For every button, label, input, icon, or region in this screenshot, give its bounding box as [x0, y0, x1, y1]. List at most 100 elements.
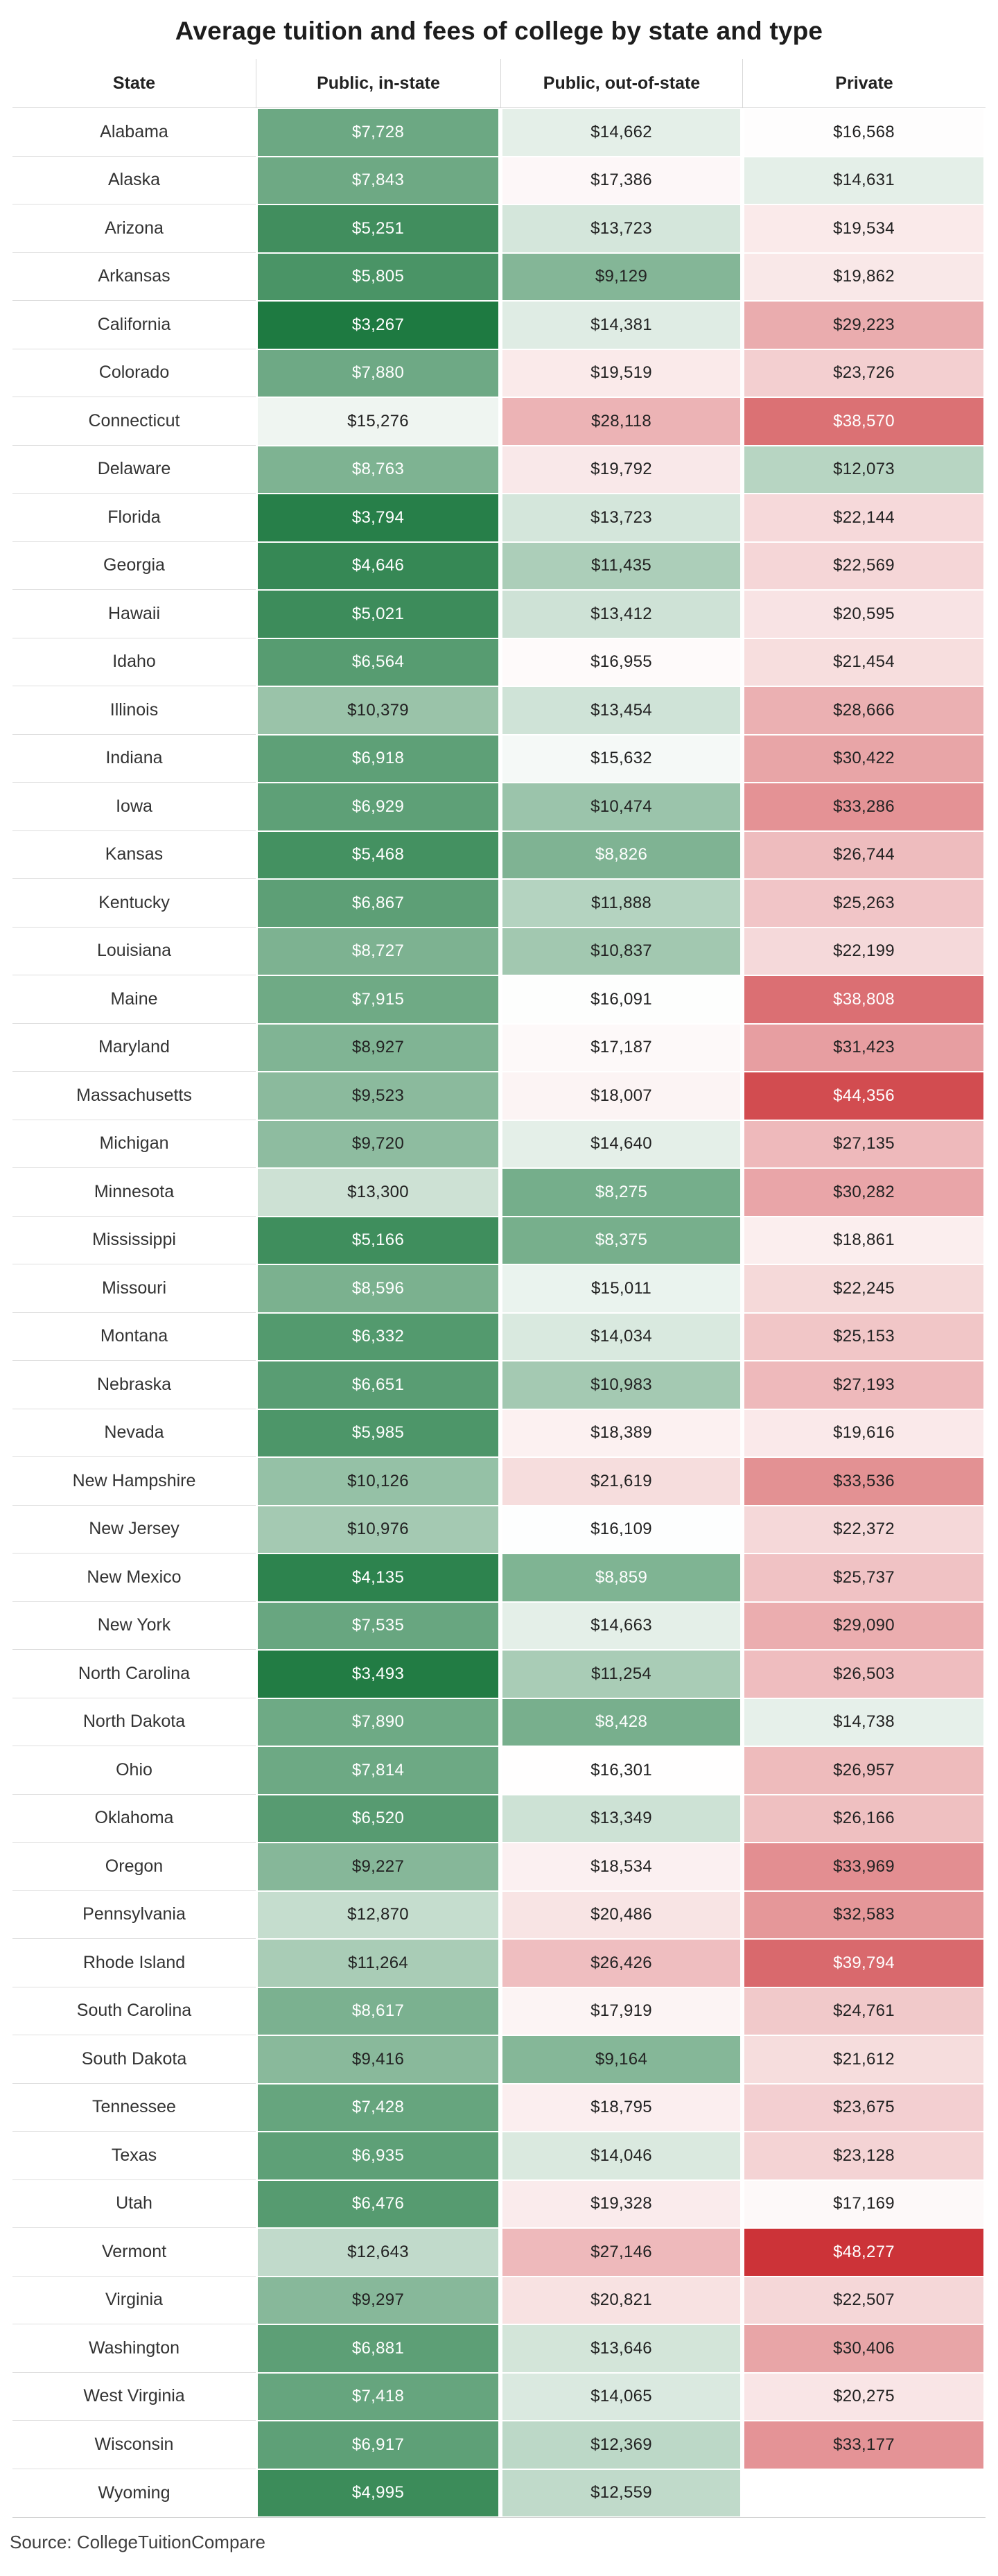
state-cell: Ohio — [12, 1746, 256, 1795]
value-cell: $5,468 — [258, 831, 498, 878]
state-cell: Rhode Island — [12, 1939, 256, 1987]
table-row: New Mexico $4,135 $8,859 $25,737 — [12, 1554, 986, 1602]
state-cell: Wyoming — [98, 2482, 170, 2503]
value-cell: $33,536 — [744, 1458, 983, 1505]
value-cell: $12,559 — [502, 2469, 740, 2516]
value-cell: $12,643 — [258, 2229, 498, 2276]
value-cell: $13,412 — [502, 591, 740, 638]
table-row: Illinois $10,379 $13,454 $28,666 — [12, 686, 986, 735]
table-row: Idaho $6,564 $16,955 $21,454 — [12, 638, 986, 686]
state-cell: New Mexico — [12, 1554, 256, 1602]
value-cell: $3,267 — [258, 302, 498, 349]
state-cell: Georgia — [12, 542, 256, 590]
value-cell: $12,073 — [744, 446, 983, 493]
value-cell: $18,389 — [502, 1409, 740, 1456]
table-row: California $3,267 $14,381 $29,223 — [12, 301, 986, 349]
value-cell: $8,375 — [502, 1217, 740, 1264]
state-cell: Minnesota — [12, 1168, 256, 1217]
table-row: Arkansas $5,805 $9,129 $19,862 — [12, 253, 986, 301]
value-cell: $22,507 — [744, 2277, 983, 2324]
value-cell: $4,995 — [258, 2469, 498, 2516]
value-cell: $8,275 — [502, 1169, 740, 1216]
state-cell: Indiana — [12, 735, 256, 783]
value-cell: $8,826 — [502, 831, 740, 878]
value-cell: $9,164 — [502, 2036, 740, 2083]
value-cell: $19,792 — [502, 446, 740, 493]
value-cell: $18,795 — [502, 2084, 740, 2131]
value-cell: $38,808 — [744, 976, 983, 1023]
table-row: Oregon $9,227 $18,534 $33,969 — [12, 1843, 986, 1891]
value-cell: $20,486 — [502, 1891, 740, 1938]
table-body: Alabama $7,728 $14,662 $16,568 Alaska $7,843 $… — [12, 107, 986, 2518]
value-cell: $16,109 — [502, 1506, 740, 1553]
value-cell: $30,406 — [744, 2325, 983, 2372]
table-row: Missouri $8,596 $15,011 $22,245 — [12, 1264, 986, 1313]
table-row: North Dakota $7,890 $8,428 $14,738 — [12, 1698, 986, 1746]
value-cell: $28,666 — [744, 687, 983, 734]
state-cell: Colorado — [12, 349, 256, 397]
value-cell: $26,166 — [744, 1795, 983, 1842]
table-row: Tennessee $7,428 $18,795 $23,675 — [12, 2084, 986, 2132]
value-cell: $25,737 — [744, 1554, 983, 1601]
value-cell: $22,199 — [744, 928, 983, 975]
state-cell: Iowa — [12, 783, 256, 831]
value-cell: $18,534 — [502, 1843, 740, 1890]
table-row: Maryland $8,927 $17,187 $31,423 — [12, 1024, 986, 1072]
state-cell: Florida — [12, 494, 256, 542]
table-row: Kentucky $6,867 $11,888 $25,263 — [12, 879, 986, 928]
state-cell: Arizona — [12, 204, 256, 253]
value-cell: $6,918 — [258, 735, 498, 782]
state-cell: Maryland — [12, 1024, 256, 1072]
value-cell: $11,888 — [502, 880, 740, 927]
value-cell: $15,632 — [502, 735, 740, 782]
value-cell: $8,727 — [258, 928, 498, 975]
value-cell: $8,596 — [258, 1265, 498, 1312]
table-row: Utah $6,476 $19,328 $17,169 — [12, 2180, 986, 2228]
table-row: Mississippi $5,166 $8,375 $18,861 — [12, 1217, 986, 1264]
state-cell: Nevada — [12, 1409, 256, 1457]
value-cell: $24,761 — [744, 1987, 983, 2035]
value-cell: $6,935 — [258, 2132, 498, 2179]
value-cell: $6,881 — [258, 2325, 498, 2372]
value-cell: $11,435 — [502, 542, 740, 589]
source-note: Source: CollegeTuitionCompare — [10, 2532, 266, 2552]
value-cell: $7,418 — [258, 2373, 498, 2420]
value-cell: $18,007 — [502, 1072, 740, 1120]
state-cell: Alaska — [12, 157, 256, 204]
state-cell: Mississippi — [12, 1217, 256, 1264]
state-cell: New Hampshire — [12, 1457, 256, 1506]
value-cell: $23,128 — [744, 2132, 983, 2179]
value-cell: $25,153 — [744, 1313, 983, 1360]
value-cell: $30,422 — [744, 735, 983, 782]
table-row: New Jersey $10,976 $16,109 $22,372 — [12, 1506, 986, 1554]
table-row: New York $7,535 $14,663 $29,090 — [12, 1602, 986, 1650]
table-row: Minnesota $13,300 $8,275 $30,282 — [12, 1168, 986, 1217]
table-row: Montana $6,332 $14,034 $25,153 — [12, 1313, 986, 1361]
value-cell: $22,245 — [744, 1265, 983, 1312]
state-cell: New York — [12, 1602, 256, 1650]
state-cell: Kansas — [12, 831, 256, 879]
state-cell: Kentucky — [12, 879, 256, 928]
state-cell: Tennessee — [12, 2084, 256, 2132]
value-cell: $16,955 — [502, 638, 740, 686]
value-cell: $5,805 — [258, 253, 498, 300]
value-cell: $10,837 — [502, 928, 740, 975]
state-cell: Vermont — [12, 2228, 256, 2277]
value-cell: $33,177 — [744, 2421, 983, 2469]
column-header-public-in-state: Public, in-state — [256, 59, 500, 107]
value-cell: $7,728 — [258, 109, 498, 156]
value-cell: $19,534 — [744, 205, 983, 252]
value-cell: $11,264 — [258, 1940, 498, 1987]
value-cell: $6,917 — [258, 2421, 498, 2469]
value-cell: $9,720 — [258, 1120, 498, 1167]
value-cell: $44,356 — [744, 1072, 983, 1120]
table-row: New Hampshire $10,126 $21,619 $33,536 — [12, 1457, 986, 1506]
value-cell: $14,065 — [502, 2373, 740, 2420]
value-cell: $16,091 — [502, 976, 740, 1023]
value-cell: $21,619 — [502, 1458, 740, 1505]
value-cell: $10,474 — [502, 783, 740, 830]
value-cell: $13,349 — [502, 1795, 740, 1842]
table-row: Iowa $6,929 $10,474 $33,286 — [12, 783, 986, 831]
state-cell: Massachusetts — [12, 1072, 256, 1120]
value-cell: $26,426 — [502, 1940, 740, 1987]
